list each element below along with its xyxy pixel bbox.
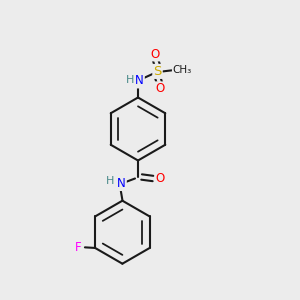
Text: O: O <box>156 172 165 185</box>
Text: N: N <box>135 74 144 88</box>
Text: H: H <box>106 176 115 186</box>
Text: F: F <box>75 241 81 254</box>
Text: O: O <box>155 82 164 95</box>
Text: O: O <box>151 47 160 61</box>
Text: N: N <box>117 177 126 190</box>
Text: CH₃: CH₃ <box>173 65 192 75</box>
Text: H: H <box>125 75 134 85</box>
Text: S: S <box>153 65 162 78</box>
